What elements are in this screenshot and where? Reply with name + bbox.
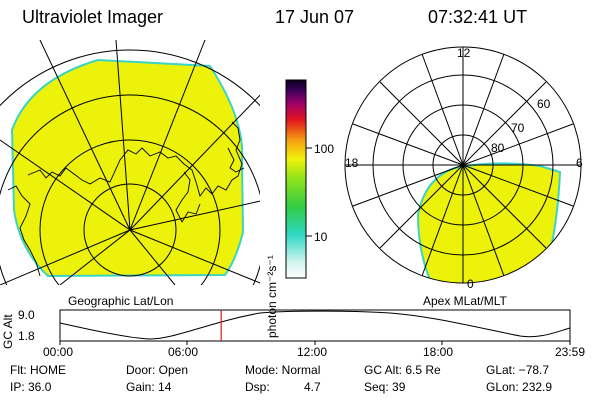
colorbar-unit-label: photon cm⁻²s⁻¹ xyxy=(265,255,279,338)
mlt-label-18: 18 xyxy=(345,156,359,170)
colorbar-tick-100: 100 xyxy=(314,142,335,156)
info-gain: Gain: 14 xyxy=(126,380,172,394)
lat-label-60: 60 xyxy=(537,97,551,111)
orbit-plot xyxy=(59,309,571,345)
app-title: Ultraviolet Imager xyxy=(22,7,164,27)
left-map-caption: Geographic Lat/Lon xyxy=(68,294,174,308)
right-map-caption: Apex MLat/MLT xyxy=(423,294,507,308)
geographic-map xyxy=(0,40,260,285)
info-dsp-label: Dsp: xyxy=(245,380,270,394)
apex-map xyxy=(344,46,582,284)
info-dsp-value: 4.7 xyxy=(304,380,321,394)
time-label: 07:32:41 UT xyxy=(428,7,528,27)
mlt-label-6: 6 xyxy=(576,156,583,170)
info-seq: Seq: 39 xyxy=(364,380,406,394)
orbit-x-tick-1800: 18:00 xyxy=(423,345,454,359)
mlt-label-0: 0 xyxy=(467,277,474,291)
colorbar-tick-10: 10 xyxy=(314,230,328,244)
lat-label-80: 80 xyxy=(491,141,505,155)
uv-image-right xyxy=(416,162,562,283)
orbit-x-tick-0000: 00:00 xyxy=(43,345,74,359)
info-door: Door: Open xyxy=(126,363,189,377)
mlt-label-12: 12 xyxy=(457,46,471,60)
info-mode: Mode: Normal xyxy=(245,363,321,377)
orbit-x-tick-0600: 06:00 xyxy=(168,345,199,359)
coastline xyxy=(27,121,243,197)
info-flt: Flt: HOME xyxy=(10,363,66,377)
orbit-y-label: GC Alt xyxy=(1,314,15,349)
orbit-y-tick-max: 9.0 xyxy=(18,308,35,322)
info-glat: GLat: −78.7 xyxy=(486,363,550,377)
altitude-curve xyxy=(59,310,571,340)
orbit-y-tick-min: 1.8 xyxy=(18,329,35,343)
colorbar xyxy=(285,79,307,279)
orbit-x-tick-2359: 23:59 xyxy=(555,345,586,359)
lat-label-70: 70 xyxy=(511,121,525,135)
date-label: 17 Jun 07 xyxy=(275,7,355,27)
uv-image-left xyxy=(10,58,245,278)
orbit-x-tick-1200: 12:00 xyxy=(297,345,328,359)
info-glon: GLon: 232.9 xyxy=(486,380,553,394)
info-ip: IP: 36.0 xyxy=(10,380,52,394)
info-gc-alt: GC Alt: 6.5 Re xyxy=(364,363,441,377)
